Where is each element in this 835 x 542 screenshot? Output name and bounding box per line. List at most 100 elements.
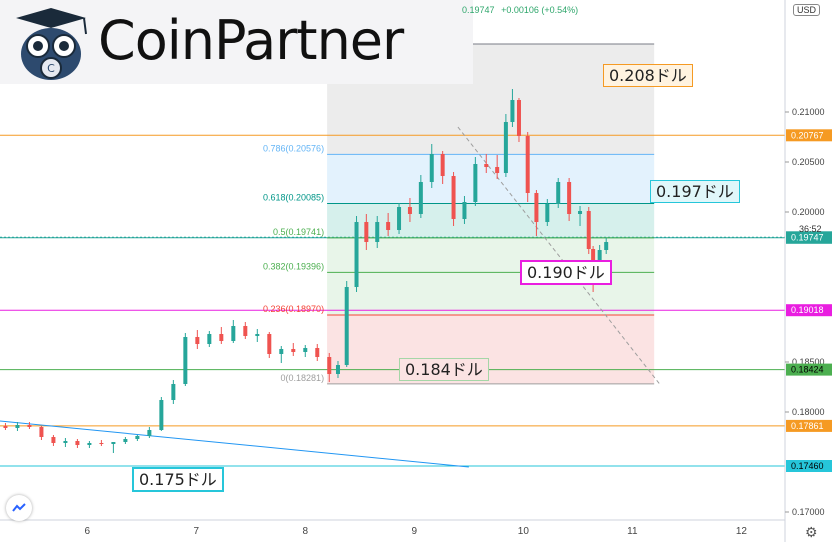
trend-line: [457, 126, 661, 385]
candle-body: [495, 167, 500, 173]
candle-body: [597, 250, 602, 268]
countdown-label: 36:52: [799, 224, 822, 234]
x-tick-label: 6: [84, 526, 90, 537]
callout-0175: 0.175ドル: [132, 467, 224, 492]
callout-0184: 0.184ドル: [399, 358, 489, 381]
candle-body: [195, 337, 200, 344]
candle-body: [440, 154, 445, 176]
price-tag: [786, 419, 832, 432]
candle-body: [591, 249, 596, 268]
candle-body: [135, 436, 140, 439]
ticker-price: 0.19747: [462, 5, 495, 15]
x-tick-label: 12: [736, 526, 748, 537]
candle-body: [279, 349, 284, 354]
price-tag: [786, 363, 832, 376]
candle-body: [75, 441, 80, 445]
price-tag: [786, 129, 832, 142]
fib-label: 0.5(0.19741): [273, 227, 324, 237]
candle-body: [451, 176, 456, 219]
x-tick-label: 8: [302, 526, 308, 537]
current-price-tag: [786, 231, 832, 244]
candle-body: [484, 164, 489, 167]
candle-body: [243, 326, 248, 336]
candle-body: [534, 193, 539, 222]
candle-body: [473, 164, 478, 202]
candle-body: [567, 182, 572, 214]
fib-zone: [327, 154, 655, 204]
y-tick-label: 0.20000: [792, 207, 825, 217]
price-tag-label: 0.17861: [791, 421, 824, 431]
candle-body: [183, 337, 188, 384]
brand-banner: C CoinPartner: [0, 0, 473, 84]
x-tick-label: 9: [412, 526, 418, 537]
candle-body: [397, 207, 402, 230]
candle-body: [207, 334, 212, 344]
candle-body: [586, 211, 591, 249]
candle-body: [407, 207, 412, 214]
candle-body: [147, 430, 152, 436]
price-tag-label: 0.18424: [791, 365, 824, 375]
candle-body: [87, 443, 92, 445]
candle-body: [578, 211, 583, 214]
fib-label: 0.236(0.18970): [263, 304, 324, 314]
callout-0208: 0.208ドル: [603, 64, 693, 87]
fib-zone: [327, 315, 655, 384]
candle-body: [556, 182, 561, 204]
x-tick-label: 10: [518, 526, 530, 537]
price-ticker: 0.19747 +0.00106 (+0.54%): [462, 5, 578, 15]
y-tick-label: 0.21000: [792, 107, 825, 117]
y-tick-label: 0.18000: [792, 407, 825, 417]
price-tag-label: 0.20767: [791, 130, 824, 140]
candle-body: [267, 334, 272, 354]
y-tick-label: 0.20500: [792, 157, 825, 167]
candle-body: [111, 442, 116, 444]
candle-body: [291, 349, 296, 352]
price-tag-label: 0.19018: [791, 305, 824, 315]
candle-body: [344, 287, 349, 365]
candle-body: [39, 427, 44, 437]
candle-body: [462, 202, 467, 219]
svg-text:C: C: [47, 62, 55, 75]
brand-name: CoinPartner: [98, 9, 404, 72]
candle-body: [354, 222, 359, 287]
y-tick-label: 0.17000: [792, 507, 825, 517]
price-tag-label: 0.17460: [791, 461, 824, 471]
candle-body: [99, 443, 104, 444]
callout-0197: 0.197ドル: [650, 180, 740, 203]
candle-body: [386, 222, 391, 230]
price-tag: [786, 460, 832, 472]
candle-body: [545, 204, 550, 222]
candle-body: [315, 348, 320, 357]
x-tick-label: 7: [193, 526, 199, 537]
candle-body: [510, 100, 515, 122]
candle-body: [503, 122, 508, 173]
gear-icon[interactable]: ⚙: [805, 524, 818, 540]
candle-body: [123, 439, 128, 442]
price-axis-panel: [785, 0, 835, 542]
candle-body: [171, 384, 176, 400]
candle-body: [219, 334, 224, 341]
fib-label: 0(0.18281): [281, 373, 325, 383]
fib-label: 0.786(0.20576): [263, 143, 324, 153]
candle-body: [418, 182, 423, 214]
owl-mascot-icon: C: [16, 8, 87, 80]
candle-body: [364, 222, 369, 242]
candle-body: [327, 357, 332, 374]
candle-body: [15, 425, 20, 428]
candle-body: [303, 348, 308, 352]
candle-body: [516, 100, 521, 136]
candle-body: [27, 425, 32, 427]
candle-body: [429, 154, 434, 182]
y-tick-label: 0.18500: [792, 357, 825, 367]
currency-button[interactable]: USD: [793, 4, 821, 16]
fib-label: 0.618(0.20085): [263, 193, 324, 203]
candle-body: [255, 334, 260, 336]
fib-label: 0.382(0.19396): [263, 261, 324, 271]
callout-0190: 0.190ドル: [520, 260, 612, 285]
x-tick-label: 11: [627, 526, 638, 537]
price-tag: [786, 304, 832, 317]
candle-body: [51, 437, 56, 443]
candle-body: [63, 441, 68, 443]
trend-line: [0, 420, 469, 468]
tradingview-icon[interactable]: [6, 495, 32, 521]
